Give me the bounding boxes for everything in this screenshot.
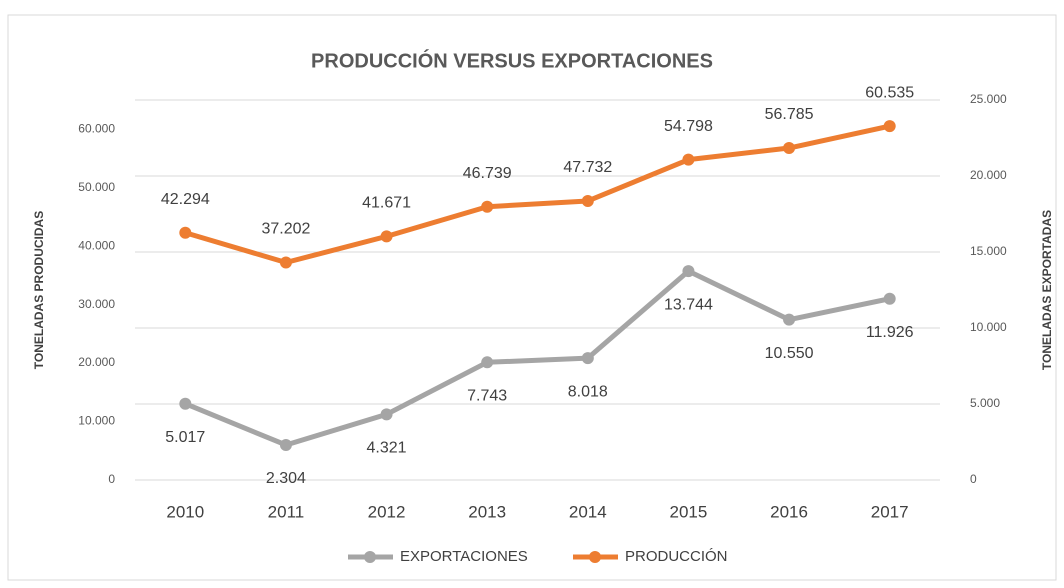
x-tick-label: 2016 [770, 502, 808, 521]
y-tick-label: 10.000 [78, 414, 115, 428]
data-point [783, 313, 796, 326]
x-tick-label: 2010 [166, 502, 204, 521]
y-tick-label: 20.000 [78, 355, 115, 369]
data-point [481, 200, 494, 213]
y2-axis-label: TONELADAS EXPORTADAS [1040, 210, 1054, 370]
y2-tick-label: 25.000 [970, 92, 1007, 106]
data-point [581, 352, 594, 365]
data-label: 41.671 [362, 195, 411, 212]
data-point [883, 120, 896, 133]
data-point [179, 226, 192, 239]
data-point [783, 142, 796, 155]
data-label: 54.798 [664, 118, 713, 135]
y2-tick-label: 0 [970, 472, 977, 486]
data-label: 11.926 [866, 324, 914, 341]
legend-label: PRODUCCIÓN [625, 548, 728, 565]
data-label: 60.535 [865, 84, 914, 101]
data-point [581, 194, 594, 207]
x-tick-label: 2012 [368, 502, 406, 521]
data-label: 10.550 [765, 345, 814, 362]
data-point [682, 265, 695, 278]
data-label: 13.744 [664, 296, 713, 313]
data-point [481, 356, 494, 369]
data-label: 8.018 [568, 383, 608, 400]
y2-tick-label: 20.000 [970, 168, 1007, 182]
x-tick-label: 2014 [569, 502, 607, 521]
data-point [279, 256, 292, 269]
chart-border [7, 14, 1057, 581]
series-line [184, 123, 891, 266]
series-line [184, 268, 891, 448]
y-tick-label: 0 [108, 472, 115, 486]
data-point [883, 292, 896, 305]
legend-marker [364, 551, 376, 563]
x-tick-label: 2015 [670, 502, 708, 521]
data-point [682, 153, 695, 166]
data-label: 2.304 [266, 470, 306, 487]
data-label: 5.017 [165, 429, 205, 446]
data-label: 37.202 [261, 221, 310, 238]
legend-marker [589, 551, 601, 563]
y2-tick-label: 15.000 [970, 244, 1007, 258]
data-point [380, 230, 393, 243]
data-point [179, 397, 192, 410]
y2-tick-label: 5.000 [970, 396, 1000, 410]
y-tick-label: 50.000 [78, 180, 115, 194]
chart-title: PRODUCCIÓN VERSUS EXPORTACIONES [311, 48, 713, 72]
y2-tick-label: 10.000 [970, 320, 1007, 334]
data-label: 4.321 [367, 440, 407, 457]
y-tick-label: 30.000 [78, 297, 115, 311]
data-point [279, 438, 292, 451]
y-axis-label: TONELADAS PRODUCIDAS [32, 211, 46, 369]
data-label: 7.743 [467, 388, 507, 405]
data-point [380, 408, 393, 421]
data-label: 46.739 [463, 165, 512, 182]
x-tick-label: 2017 [871, 502, 909, 521]
data-label: 47.732 [563, 159, 612, 176]
x-tick-label: 2013 [468, 502, 506, 521]
y-tick-label: 40.000 [78, 238, 115, 252]
data-label: 42.294 [161, 191, 210, 208]
data-label: 56.785 [765, 106, 814, 123]
y-tick-label: 60.000 [78, 121, 115, 135]
legend-label: EXPORTACIONES [400, 548, 528, 565]
x-tick-label: 2011 [268, 502, 305, 521]
